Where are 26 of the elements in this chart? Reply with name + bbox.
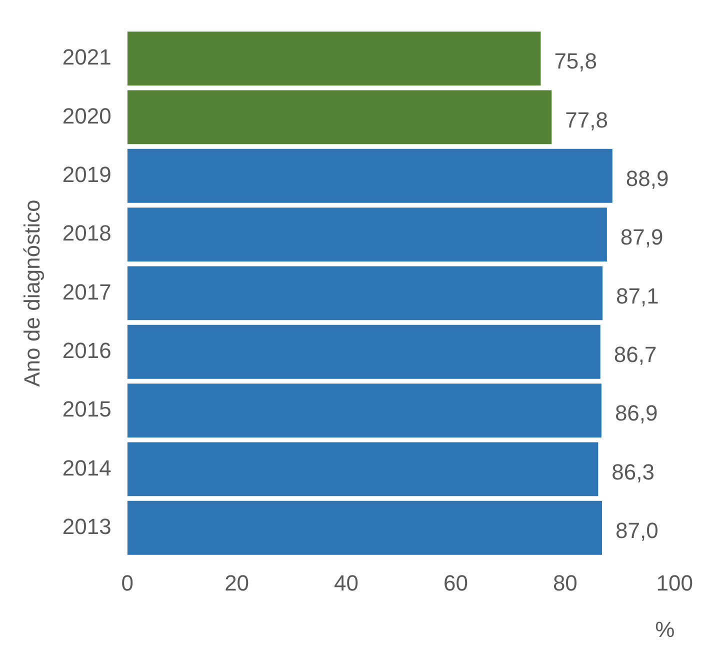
y-tick-label: 2015	[62, 396, 112, 422]
x-tick-label: 60	[443, 570, 468, 596]
y-tick-label: 2017	[62, 279, 112, 304]
y-tick-label: 2019	[62, 162, 112, 187]
data-label: 77,8	[565, 107, 608, 132]
data-label: 87,9	[620, 224, 664, 250]
x-tick-label: 20	[224, 570, 250, 596]
y-axis-title: Ano de diagnóstico	[19, 200, 44, 387]
data-label: 87,1	[616, 283, 659, 308]
y-tick-label: 2013	[62, 514, 112, 539]
data-label: 75,8	[554, 48, 598, 74]
data-label: 86,3	[612, 459, 654, 484]
x-axis-title: %	[655, 616, 675, 642]
y-tick-label: 2014	[62, 455, 112, 480]
y-tick-label: 2018	[62, 220, 112, 246]
y-tick-label: 2020	[62, 103, 112, 128]
data-label: 87,0	[615, 518, 658, 543]
data-label: 86,9	[614, 400, 658, 426]
data-label: 88,9	[626, 166, 669, 191]
data-label: 86,7	[614, 342, 657, 367]
y-tick-label: 2016	[62, 338, 112, 363]
x-tick-label: 0	[121, 570, 134, 596]
x-tick-label: 40	[334, 570, 359, 596]
x-tick-label: 100	[656, 570, 694, 596]
y-tick-label: 2021	[62, 44, 112, 70]
x-tick-label: 80	[552, 570, 578, 596]
